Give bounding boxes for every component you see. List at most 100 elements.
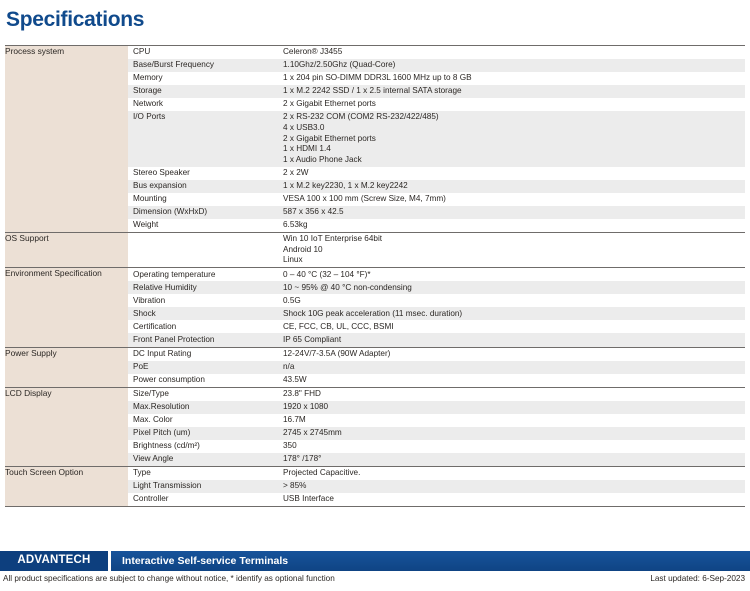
footer-title-block: Interactive Self-service Terminals — [111, 551, 750, 571]
spec-row-value: VESA 100 x 100 mm (Screw Size, M4, 7mm) — [278, 192, 745, 206]
spec-table-body: Process system CPU Celeron® J3455 Base/Burs… — [5, 45, 745, 506]
spec-row-value: USB Interface — [278, 492, 745, 506]
specifications-table: Process system CPU Celeron® J3455 Base/Burs… — [5, 45, 745, 507]
spec-row-label: Storage — [128, 85, 278, 99]
spec-row-value: 587 x 356 x 42.5 — [278, 205, 745, 219]
footer-note-row: All product specifications are subject t… — [0, 574, 750, 590]
table-row: Type Projected Capacitive. — [128, 466, 745, 480]
table-row: DC Input Rating 12-24V/7-3.5A (90W Adapte… — [128, 347, 745, 361]
spec-row-label: I/O Ports — [128, 111, 278, 167]
table-row: Certification CE, FCC, CB, UL, CCC, BSMI — [128, 320, 745, 334]
logo-separator — [108, 551, 111, 571]
footer-disclaimer: All product specifications are subject t… — [3, 574, 335, 583]
table-row: Storage 1 x M.2 2242 SSD / 1 x 2.5 intern… — [128, 85, 745, 99]
spec-row-label: Memory — [128, 72, 278, 86]
spec-row-value: 1920 x 1080 — [278, 400, 745, 414]
table-row: Weight 6.53kg — [128, 218, 745, 232]
advantech-logo-text: ADVANTECH — [17, 554, 91, 567]
table-row: Mounting VESA 100 x 100 mm (Screw Size, M… — [128, 192, 745, 206]
spec-row-label: Mounting — [128, 192, 278, 206]
spec-group-rows: CPU Celeron® J3455 Base/Burst Frequency 1.1… — [128, 45, 745, 233]
spec-row-value: IP 65 Compliant — [278, 333, 745, 347]
spec-row-value: 0 – 40 °C (32 – 104 °F)* — [278, 268, 745, 282]
spec-row-value: 1.10Ghz/2.50Ghz (Quad-Core) — [278, 59, 745, 73]
table-row: Power consumption 43.5W — [128, 373, 745, 387]
spec-group: Power Supply DC Input Rating 12-24V/7-3.5A… — [5, 346, 745, 388]
spec-row-label: Weight — [128, 218, 278, 232]
spec-row-value: 2 x 2W — [278, 166, 745, 180]
spec-group: Environment Specification Operating tempe… — [5, 267, 745, 347]
table-row: Memory 1 x 204 pin SO-DIMM DDR3L 1600 MHz… — [128, 72, 745, 86]
spec-group-rows: Size/Type 23.8" FHD Max.Resolution 1920 x 1… — [128, 386, 745, 467]
spec-rows-table: Operating temperature 0 – 40 °C (32 – 104… — [128, 268, 745, 347]
table-row: I/O Ports 2 x RS-232 COM (COM2 RS-232/422… — [128, 111, 745, 167]
spec-row-label: DC Input Rating — [128, 347, 278, 361]
spec-group-category: Touch Screen Option — [5, 465, 128, 506]
spec-row-label: Operating temperature — [128, 268, 278, 282]
table-row: Win 10 IoT Enterprise 64bit Android 10 L… — [128, 232, 745, 268]
table-row: CPU Celeron® J3455 — [128, 46, 745, 60]
spec-row-label: Base/Burst Frequency — [128, 59, 278, 73]
spec-rows-table: CPU Celeron® J3455 Base/Burst Frequency 1.1… — [128, 46, 745, 232]
table-row: Brightness (cd/m²) 350 — [128, 439, 745, 453]
table-row: View Angle 178° /178° — [128, 452, 745, 466]
spec-row-label: Pixel Pitch (um) — [128, 426, 278, 440]
spec-row-value: Shock 10G peak acceleration (11 msec. du… — [278, 307, 745, 321]
table-bottom-rule — [5, 505, 745, 507]
table-row: Pixel Pitch (um) 2745 x 2745mm — [128, 426, 745, 440]
spec-group-category: OS Support — [5, 231, 128, 268]
footer: ADVANTECH Interactive Self-service Termi… — [0, 551, 750, 590]
table-row: Max.Resolution 1920 x 1080 — [128, 400, 745, 414]
spec-row-label: View Angle — [128, 452, 278, 466]
spec-rows-table: Win 10 IoT Enterprise 64bit Android 10 L… — [128, 232, 745, 268]
spec-row-value: n/a — [278, 360, 745, 374]
spec-row-value: 12-24V/7-3.5A (90W Adapter) — [278, 347, 745, 361]
spec-row-value: 2745 x 2745mm — [278, 426, 745, 440]
spec-row-value: 16.7M — [278, 413, 745, 427]
spec-row-label: Shock — [128, 307, 278, 321]
table-row: Max. Color 16.7M — [128, 413, 745, 427]
spec-row-value: 1 x M.2 key2230, 1 x M.2 key2242 — [278, 179, 745, 193]
spec-row-label: Stereo Speaker — [128, 166, 278, 180]
table-row: Controller USB Interface — [128, 492, 745, 506]
spec-group-rows: Type Projected Capacitive. Light Transmiss… — [128, 465, 745, 506]
spec-group-rows: Operating temperature 0 – 40 °C (32 – 104… — [128, 267, 745, 347]
spec-row-value: 0.5G — [278, 294, 745, 308]
spec-row-value: Projected Capacitive. — [278, 466, 745, 480]
spec-row-label: Network — [128, 98, 278, 112]
table-row: Operating temperature 0 – 40 °C (32 – 104… — [128, 268, 745, 282]
advantech-logo: ADVANTECH — [0, 551, 108, 571]
spec-table: Process system CPU Celeron® J3455 Base/Burs… — [5, 45, 745, 506]
spec-group-rows: Win 10 IoT Enterprise 64bit Android 10 L… — [128, 231, 745, 268]
spec-rows-table: DC Input Rating 12-24V/7-3.5A (90W Adapte… — [128, 347, 745, 387]
spec-row-label: Vibration — [128, 294, 278, 308]
table-row: Stereo Speaker 2 x 2W — [128, 166, 745, 180]
spec-row-label: Controller — [128, 492, 278, 506]
table-row: Light Transmission > 85% — [128, 479, 745, 493]
spec-row-label: Bus expansion — [128, 179, 278, 193]
table-row: Size/Type 23.8" FHD — [128, 387, 745, 401]
spec-group-rows: DC Input Rating 12-24V/7-3.5A (90W Adapte… — [128, 346, 745, 388]
spec-row-label: Max. Color — [128, 413, 278, 427]
spec-row-label: Front Panel Protection — [128, 333, 278, 347]
spec-group: Process system CPU Celeron® J3455 Base/Burs… — [5, 45, 745, 233]
spec-row-value: > 85% — [278, 479, 745, 493]
spec-row-label: Size/Type — [128, 387, 278, 401]
spec-row-value: 2 x Gigabit Ethernet ports — [278, 98, 745, 112]
spec-group-category: Environment Specification — [5, 267, 128, 347]
spec-row-label: Dimension (WxHxD) — [128, 205, 278, 219]
table-row: Relative Humidity 10 ~ 95% @ 40 °C non-co… — [128, 281, 745, 295]
spec-group-category: Power Supply — [5, 346, 128, 388]
spec-row-value: 1 x 204 pin SO-DIMM DDR3L 1600 MHz up to… — [278, 72, 745, 86]
spec-row-value: 178° /178° — [278, 452, 745, 466]
table-row: Bus expansion 1 x M.2 key2230, 1 x M.2 ke… — [128, 179, 745, 193]
spec-group: LCD Display Size/Type 23.8" FHD Max.Resolut… — [5, 386, 745, 467]
spec-rows-table: Type Projected Capacitive. Light Transmiss… — [128, 466, 745, 506]
spec-row-value: 23.8" FHD — [278, 387, 745, 401]
spec-row-label: PoE — [128, 360, 278, 374]
spec-row-label — [128, 232, 278, 268]
footer-last-updated: Last updated: 6-Sep-2023 — [650, 574, 745, 583]
table-row: Front Panel Protection IP 65 Compliant — [128, 333, 745, 347]
spec-row-value: 43.5W — [278, 373, 745, 387]
spec-group-category: Process system — [5, 45, 128, 233]
